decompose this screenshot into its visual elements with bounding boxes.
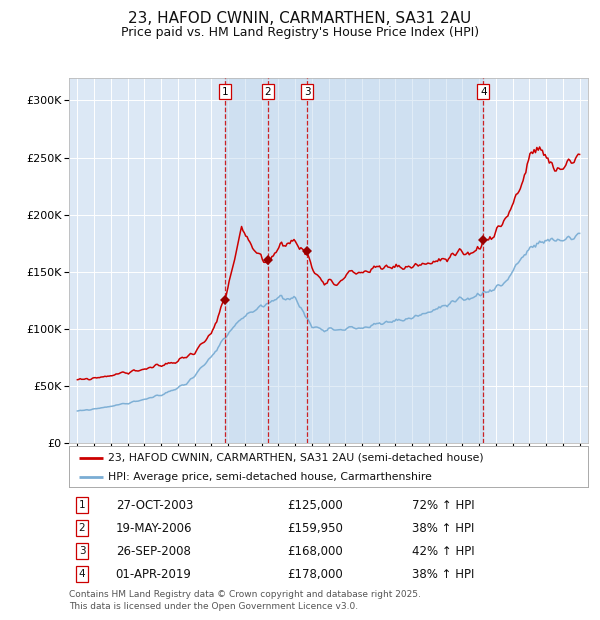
Bar <box>225 78 484 443</box>
Text: 2: 2 <box>265 87 271 97</box>
Text: Contains HM Land Registry data © Crown copyright and database right 2025.
This d: Contains HM Land Registry data © Crown c… <box>69 590 421 611</box>
Text: 1: 1 <box>79 500 85 510</box>
Text: 19-MAY-2006: 19-MAY-2006 <box>116 522 192 534</box>
Text: 1: 1 <box>222 87 229 97</box>
Text: 3: 3 <box>304 87 311 97</box>
Text: 4: 4 <box>480 87 487 97</box>
Text: 2: 2 <box>79 523 85 533</box>
Text: 4: 4 <box>79 569 85 579</box>
Text: 01-APR-2019: 01-APR-2019 <box>116 568 191 581</box>
Text: 38% ↑ HPI: 38% ↑ HPI <box>412 522 474 534</box>
Text: Price paid vs. HM Land Registry's House Price Index (HPI): Price paid vs. HM Land Registry's House … <box>121 26 479 39</box>
Text: £125,000: £125,000 <box>287 498 343 511</box>
Text: 38% ↑ HPI: 38% ↑ HPI <box>412 568 474 581</box>
Text: HPI: Average price, semi-detached house, Carmarthenshire: HPI: Average price, semi-detached house,… <box>108 472 432 482</box>
Text: 27-OCT-2003: 27-OCT-2003 <box>116 498 193 511</box>
Text: £168,000: £168,000 <box>287 545 343 558</box>
Text: 72% ↑ HPI: 72% ↑ HPI <box>412 498 474 511</box>
Text: 23, HAFOD CWNIN, CARMARTHEN, SA31 2AU (semi-detached house): 23, HAFOD CWNIN, CARMARTHEN, SA31 2AU (s… <box>108 453 484 463</box>
Text: £159,950: £159,950 <box>287 522 343 534</box>
Text: 26-SEP-2008: 26-SEP-2008 <box>116 545 191 558</box>
Text: 23, HAFOD CWNIN, CARMARTHEN, SA31 2AU: 23, HAFOD CWNIN, CARMARTHEN, SA31 2AU <box>128 11 472 26</box>
Text: 3: 3 <box>79 546 85 556</box>
Text: £178,000: £178,000 <box>287 568 343 581</box>
Text: 42% ↑ HPI: 42% ↑ HPI <box>412 545 474 558</box>
